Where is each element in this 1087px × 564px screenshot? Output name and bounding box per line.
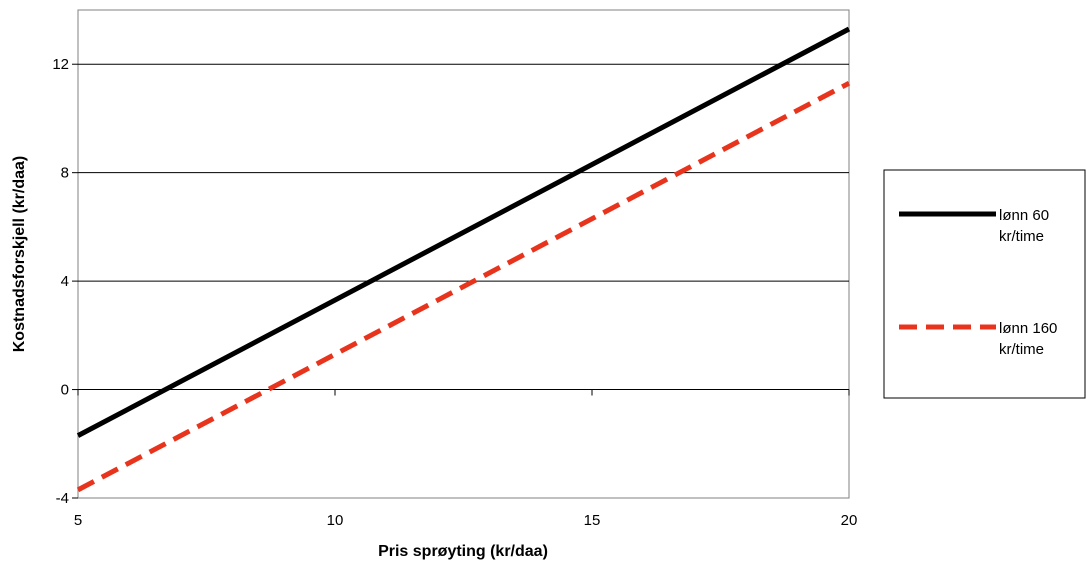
grid-lines: [78, 63, 849, 391]
y-tick-label-3: 8: [61, 165, 69, 182]
series-line-2: [76, 80, 851, 493]
y-tick-label-2: 4: [61, 273, 69, 290]
legend-label-series-2-line-2: kr/time: [999, 341, 1044, 358]
legend: lønn 60 kr/time lønn 160 kr/time: [883, 169, 1086, 399]
legend-label-series-2-line-1: lønn 160: [999, 320, 1057, 337]
series-line-1: [76, 26, 851, 438]
svg-text:lønn 60 kr/time: lønn 60 kr/time: [999, 207, 1053, 245]
legend-box: [883, 169, 1086, 399]
y-tick-label-0: -4: [56, 490, 69, 507]
y-tick-label-1: 0: [61, 382, 69, 399]
x-tick-label-2: 15: [584, 512, 601, 529]
tick-labels: -4 0 4 8 12 5 10 15 20: [52, 56, 857, 529]
legend-label-series-1-line-1: lønn 60: [999, 207, 1049, 224]
y-axis-title: Kostnadsforskjell (kr/daa): [11, 156, 28, 353]
x-axis-title: Pris sprøyting (kr/daa): [378, 543, 548, 560]
series-lines: [76, 26, 851, 493]
axis-ticks: [72, 63, 850, 499]
x-tick-label-0: 5: [74, 512, 82, 529]
plot-area: [77, 9, 850, 499]
x-tick-label-3: 20: [841, 512, 858, 529]
legend-label-series-1-line-2: kr/time: [999, 228, 1044, 245]
svg-text:lønn 160 kr/time: lønn 160 kr/time: [999, 320, 1062, 358]
x-tick-label-1: 10: [327, 512, 344, 529]
y-tick-label-4: 12: [52, 56, 69, 73]
